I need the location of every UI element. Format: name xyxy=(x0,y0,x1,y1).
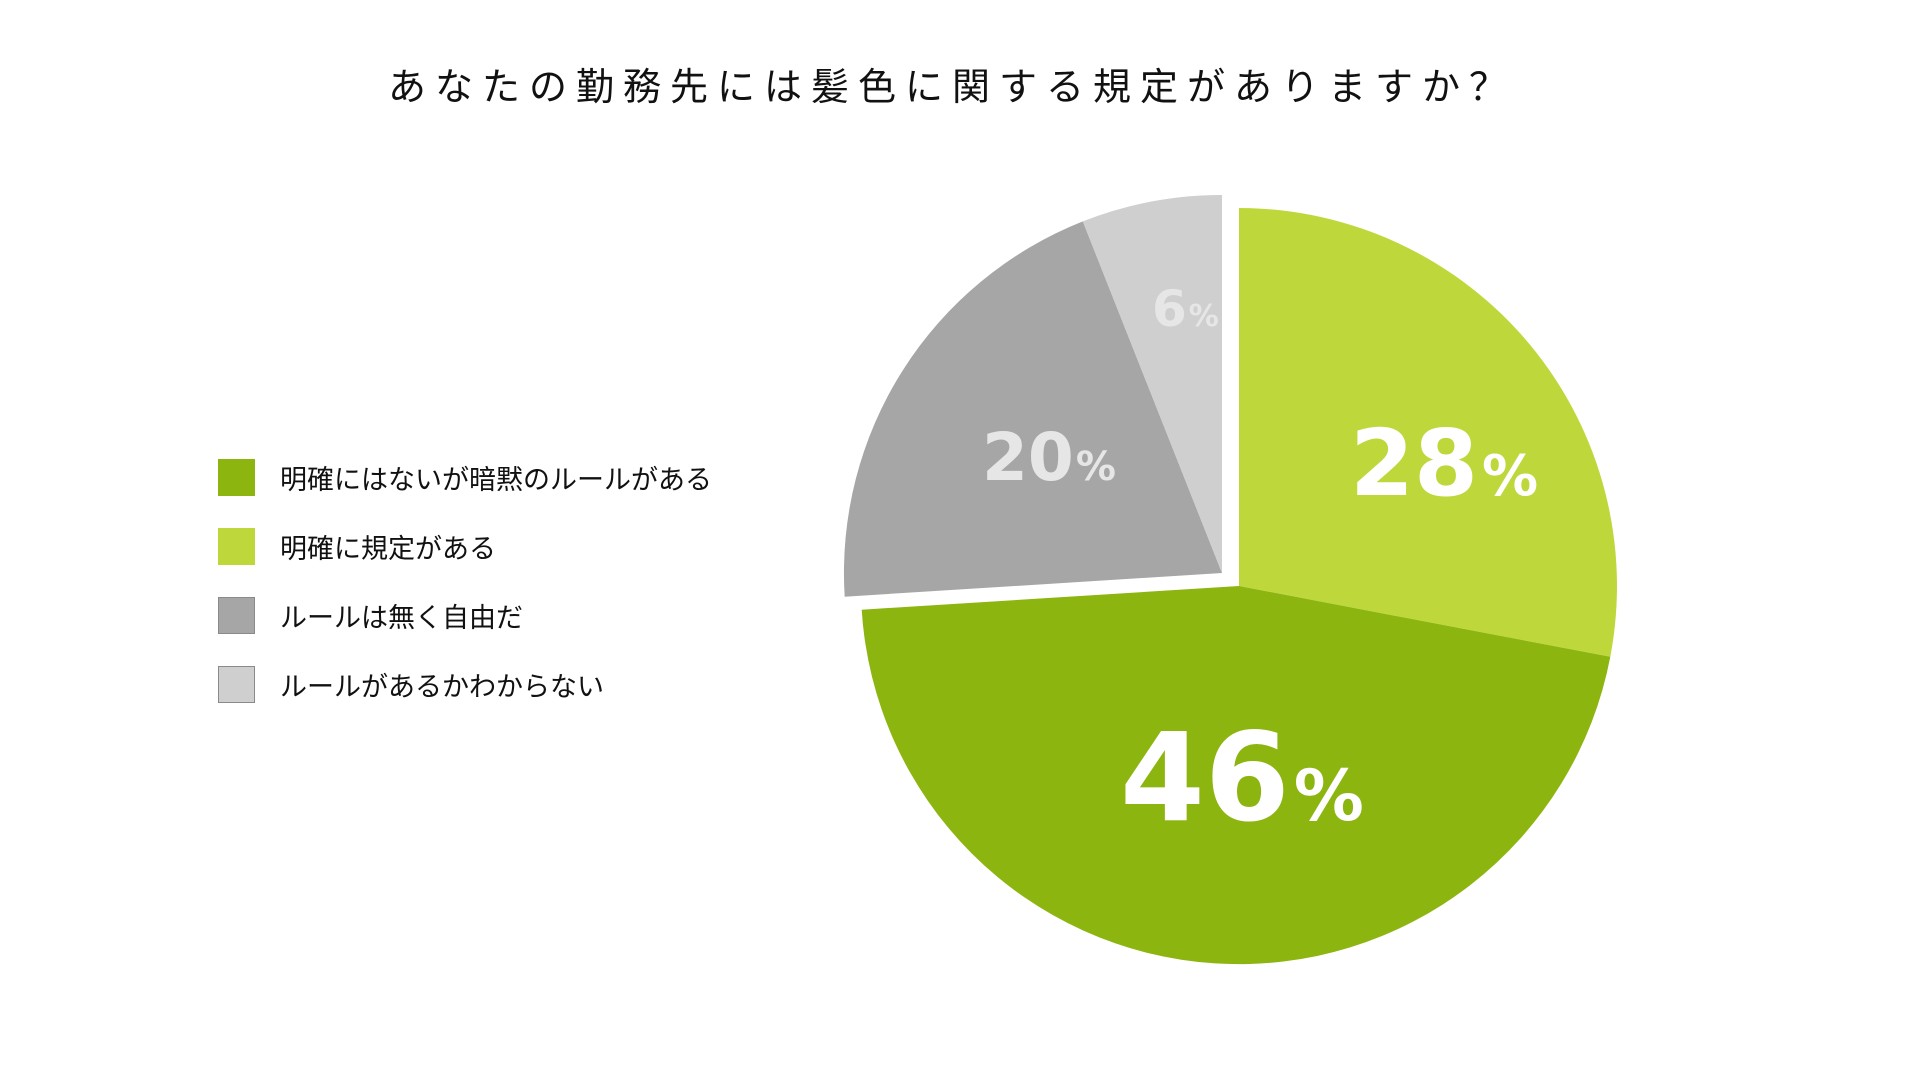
legend-label: 明確に規定がある xyxy=(280,533,496,565)
legend-label: ルールがあるかわからない xyxy=(280,671,604,703)
legend-label: 明確にはないが暗黙のルールがある xyxy=(280,464,712,496)
label-6: 6% xyxy=(1152,280,1219,338)
legend-item-explicit-rule: 明確に規定がある xyxy=(218,527,712,565)
legend-item-no-rule: ルールは無く自由だ xyxy=(218,596,712,634)
slice-unknown xyxy=(1082,194,1222,573)
label-28: 28% xyxy=(1350,410,1538,517)
label-46: 46% xyxy=(1120,707,1364,849)
slice-no-rule xyxy=(843,221,1222,597)
legend-item-implicit-rule: 明確にはないが暗黙のルールがある xyxy=(218,458,712,496)
legend: 明確にはないが暗黙のルールがある 明確に規定がある ルールは無く自由だ ルールが… xyxy=(218,458,712,734)
legend-item-unknown: ルールがあるかわからない xyxy=(218,665,712,703)
legend-swatch xyxy=(218,527,255,565)
legend-swatch xyxy=(218,596,255,634)
label-20: 20% xyxy=(982,419,1116,496)
legend-label: ルールは無く自由だ xyxy=(280,602,523,634)
slice-implicit-rule xyxy=(861,586,1611,965)
chart-title: あなたの勤務先には髪色に関する規定がありますか？ xyxy=(388,65,1517,109)
slice-explicit-rule xyxy=(1239,208,1617,657)
legend-swatch xyxy=(218,665,255,703)
legend-swatch xyxy=(218,458,255,496)
